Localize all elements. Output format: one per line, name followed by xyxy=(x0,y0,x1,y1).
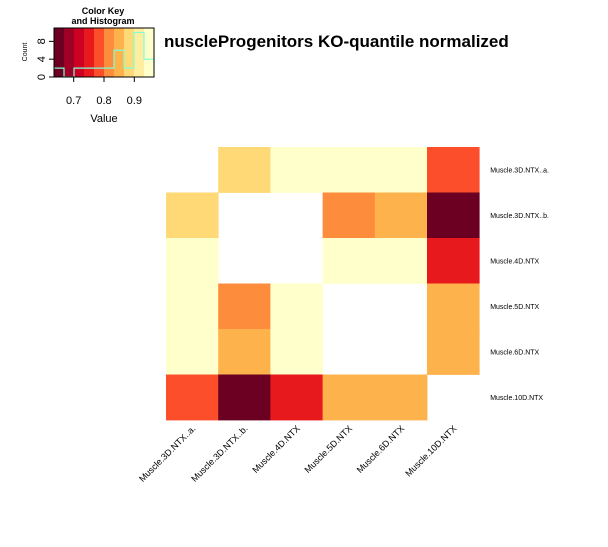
heatmap-cell xyxy=(270,374,323,421)
heatmap-cell xyxy=(427,283,480,330)
heatmap-cell xyxy=(374,374,428,421)
heatmap-cell xyxy=(427,329,480,375)
heatmap-cell xyxy=(322,147,376,193)
color-key-y-axis: 0 4 8 xyxy=(36,38,54,80)
color-key-swatch xyxy=(64,28,75,77)
color-key-xlabel: Value xyxy=(90,113,117,125)
color-key-y-tick-label: 8 xyxy=(36,38,48,44)
heatmap-cell xyxy=(322,238,376,284)
chart-title: nuscleProgenitors KO-quantile normalized xyxy=(164,32,509,51)
heatmap-row-labels: Muscle.3D.NTX..a. Muscle.3D.NTX..b. Muscle… xyxy=(490,167,549,402)
heatmap-cell xyxy=(374,147,428,193)
heatmap-cell xyxy=(166,283,219,330)
heatmap-cell xyxy=(374,192,428,239)
color-key-swatch xyxy=(54,28,65,77)
heatmap-column-label: Muscle.6D.NTX xyxy=(355,423,407,475)
heatmap-cell xyxy=(270,329,323,375)
color-key-y-tick-label: 4 xyxy=(36,56,48,62)
color-key-title-line2: and Histogram xyxy=(71,16,134,26)
heatmap-cell xyxy=(218,283,271,330)
heatmap-column-label: Muscle.3D.NTX..a. xyxy=(137,423,197,483)
color-key-x-axis: 0.7 0.8 0.9 xyxy=(66,77,142,107)
color-key-swatch xyxy=(114,28,125,77)
color-key-x-tick-label: 0.7 xyxy=(66,95,81,107)
heatmap-cell xyxy=(427,238,480,284)
heatmap-cell xyxy=(322,192,376,239)
heatmap-row-label: Muscle.6D.NTX xyxy=(490,349,539,356)
color-key-swatch xyxy=(144,28,155,77)
color-key: Color Key and Histogram 0.7 0.8 0.9 0 4 8 Va… xyxy=(22,6,155,125)
heatmap-cell xyxy=(427,192,480,239)
heatmap-row-label: Muscle.10D.NTX xyxy=(490,395,543,402)
color-key-swatch xyxy=(104,28,115,77)
color-key-x-tick-label: 0.9 xyxy=(127,95,142,107)
heatmap-cell xyxy=(270,147,323,193)
heatmap-cell xyxy=(218,147,271,193)
heatmap-column-label: Muscle.4D.NTX xyxy=(250,423,302,475)
heatmap-column-label: Muscle.5D.NTX xyxy=(302,423,354,475)
heatmap-cell xyxy=(166,238,219,284)
color-key-x-tick-label: 0.8 xyxy=(96,95,111,107)
color-key-swatch xyxy=(124,28,135,77)
heatmap-row-label: Muscle.4D.NTX xyxy=(490,258,539,265)
heatmap-cell xyxy=(374,238,428,284)
heatmap-cell xyxy=(218,329,271,375)
heatmap-cell xyxy=(218,374,271,421)
heatmap-cell xyxy=(322,374,376,421)
heatmap-cell xyxy=(166,374,219,421)
color-key-ylabel: Count xyxy=(22,43,29,62)
heatmap-row-label: Muscle.3D.NTX..b. xyxy=(490,213,549,220)
color-key-title-line1: Color Key xyxy=(82,6,125,16)
color-key-swatch xyxy=(74,28,85,77)
heatmap-row-label: Muscle.3D.NTX..a. xyxy=(490,167,549,174)
heatmap-cell xyxy=(270,283,323,330)
heatmap-column-labels: Muscle.3D.NTX..a.Muscle.3D.NTX..b. Muscle… xyxy=(137,423,458,483)
heatmap-row-label: Muscle.5D.NTX xyxy=(490,304,539,311)
color-key-swatch xyxy=(94,28,105,77)
heatmap-cell xyxy=(427,147,480,193)
heatmap-column-label: Muscle.3D.NTX..b. xyxy=(189,423,249,483)
color-key-y-tick-label: 0 xyxy=(36,74,48,80)
heatmap-column-label: Muscle.10D.NTX xyxy=(403,423,458,478)
color-key-swatch xyxy=(84,28,95,77)
heatmap-cells xyxy=(166,147,480,421)
heatmap-cell xyxy=(166,192,219,239)
color-key-swatch xyxy=(134,28,145,77)
heatmap-cell xyxy=(166,329,219,375)
color-key-swatches xyxy=(54,28,155,77)
